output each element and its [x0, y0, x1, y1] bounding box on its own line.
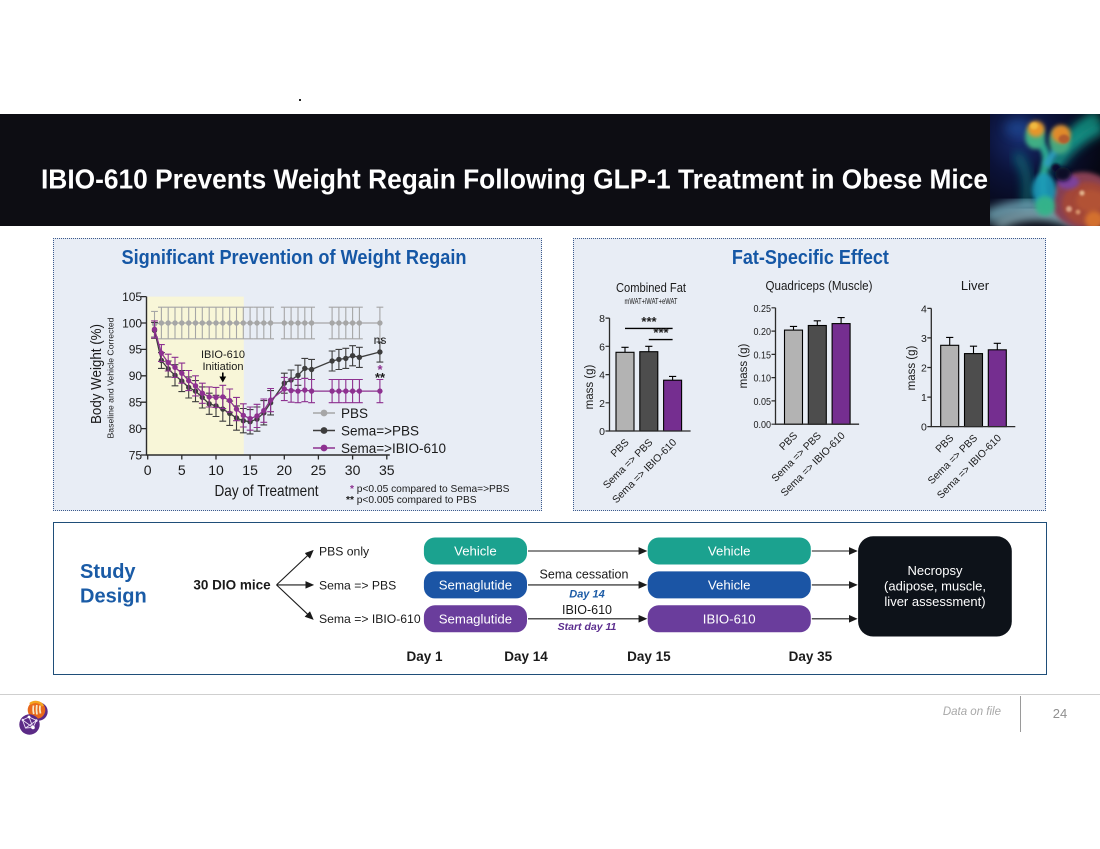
svg-text:30 DIO mice: 30 DIO mice: [193, 577, 271, 592]
svg-text:20: 20: [277, 462, 293, 478]
svg-text:105: 105: [122, 290, 142, 304]
svg-text:0.00: 0.00: [754, 419, 772, 431]
svg-text:IBIO-610 Prevents Weight Regai: IBIO-610 Prevents Weight Regain Followin…: [41, 164, 988, 195]
svg-text:***: ***: [653, 325, 669, 340]
svg-text:Sema cessation: Sema cessation: [539, 567, 628, 581]
svg-text:0.05: 0.05: [754, 396, 772, 408]
svg-text:3: 3: [921, 333, 927, 345]
svg-text:Baseline and Vehicle Corrected: Baseline and Vehicle Corrected: [106, 317, 116, 438]
svg-text:IBIO-610: IBIO-610: [561, 603, 611, 617]
svg-text:Day 15: Day 15: [627, 649, 671, 664]
svg-text:Day 14: Day 14: [569, 588, 604, 600]
svg-text:90: 90: [129, 369, 143, 383]
svg-text:Liver: Liver: [961, 278, 990, 293]
svg-text:Fat-Specific Effect: Fat-Specific Effect: [732, 247, 889, 269]
svg-text:95: 95: [129, 343, 143, 357]
svg-text:mass (g): mass (g): [738, 343, 750, 388]
svg-text:75: 75: [129, 448, 143, 462]
svg-text:0: 0: [921, 422, 927, 434]
svg-text:IBIO-610: IBIO-610: [201, 349, 245, 361]
svg-text:Sema => PBS: Sema => PBS: [319, 578, 396, 592]
svg-text:1: 1: [921, 392, 927, 404]
svg-text:IBIO-610: IBIO-610: [702, 611, 755, 626]
svg-text:Vehicle: Vehicle: [707, 543, 750, 558]
svg-text:Sema => IBIO-610: Sema => IBIO-610: [319, 612, 421, 626]
svg-text:Sema=>PBS: Sema=>PBS: [341, 423, 419, 438]
svg-text:Quadriceps (Muscle): Quadriceps (Muscle): [766, 278, 873, 293]
svg-text:mWAT+iWAT+eWAT: mWAT+iWAT+eWAT: [625, 297, 678, 306]
svg-text:(adipose, muscle,: (adipose, muscle,: [884, 578, 986, 593]
svg-text:Necropsy: Necropsy: [907, 563, 962, 578]
svg-text:0: 0: [144, 462, 152, 478]
svg-text:0.10: 0.10: [754, 373, 772, 385]
svg-text:30: 30: [345, 462, 361, 478]
svg-text:0.15: 0.15: [754, 349, 772, 361]
svg-text:Initiation: Initiation: [203, 361, 244, 373]
svg-text:Day 14: Day 14: [504, 649, 548, 664]
svg-text:Vehicle: Vehicle: [707, 577, 750, 592]
svg-text:Body Weight (%): Body Weight (%): [89, 324, 105, 424]
svg-text:**: **: [375, 370, 386, 385]
svg-text:4: 4: [921, 303, 927, 315]
svg-text:***: ***: [641, 314, 657, 329]
svg-text:*: *: [377, 362, 383, 377]
svg-text:* p<0.05 compared to Sema=>PBS: * p<0.05 compared to Sema=>PBS: [350, 484, 510, 495]
svg-text:2: 2: [921, 363, 927, 375]
svg-text:100: 100: [122, 316, 142, 330]
svg-text:PBS only: PBS only: [319, 544, 370, 558]
svg-text:Day 35: Day 35: [788, 649, 832, 664]
svg-text:8: 8: [599, 313, 605, 325]
svg-text:25: 25: [311, 462, 327, 478]
svg-text:4: 4: [599, 370, 605, 382]
svg-text:PBS: PBS: [341, 406, 368, 421]
svg-text:Semaglutide: Semaglutide: [438, 611, 511, 626]
svg-text:10: 10: [208, 462, 224, 478]
svg-text:Significant Prevention of Weig: Significant Prevention of Weight Regain: [122, 247, 467, 269]
svg-text:0: 0: [599, 426, 605, 438]
svg-text:Sema=>IBIO-610: Sema=>IBIO-610: [341, 441, 446, 456]
svg-text:85: 85: [129, 396, 143, 410]
svg-text:Design: Design: [80, 585, 147, 607]
svg-text:Day 1: Day 1: [406, 649, 443, 664]
svg-text:Combined Fat: Combined Fat: [616, 280, 686, 295]
svg-text:80: 80: [129, 422, 143, 436]
svg-text:15: 15: [242, 462, 258, 478]
svg-text:ns: ns: [374, 333, 387, 347]
svg-text:35: 35: [379, 462, 395, 478]
svg-text:2: 2: [599, 398, 605, 410]
svg-text:Semaglutide: Semaglutide: [438, 577, 511, 592]
svg-text:0.20: 0.20: [754, 326, 772, 338]
svg-text:Day of Treatment: Day of Treatment: [215, 483, 319, 500]
svg-text:5: 5: [178, 462, 186, 478]
svg-text:** p<0.005 compared to PBS: ** p<0.005 compared to PBS: [346, 495, 477, 506]
svg-text:Study: Study: [80, 561, 136, 583]
svg-text:mass (g): mass (g): [584, 364, 596, 409]
svg-text:Vehicle: Vehicle: [454, 543, 497, 558]
svg-text:6: 6: [599, 341, 605, 353]
svg-text:0.25: 0.25: [754, 303, 772, 315]
svg-text:liver assessment): liver assessment): [884, 594, 985, 609]
svg-text:mass (g): mass (g): [906, 345, 918, 390]
svg-text:Start day 11: Start day 11: [557, 621, 616, 633]
